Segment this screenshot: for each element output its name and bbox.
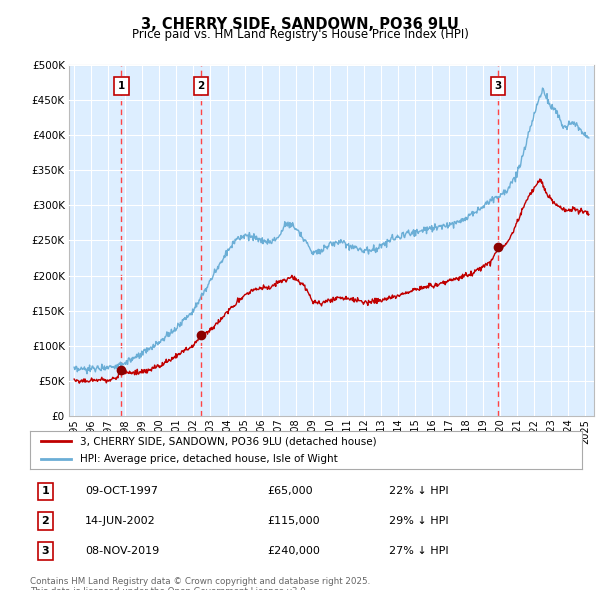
Text: 1: 1 bbox=[118, 81, 125, 91]
Text: 2: 2 bbox=[41, 516, 49, 526]
Text: 3: 3 bbox=[41, 546, 49, 556]
Text: Contains HM Land Registry data © Crown copyright and database right 2025.
This d: Contains HM Land Registry data © Crown c… bbox=[30, 577, 370, 590]
Text: 29% ↓ HPI: 29% ↓ HPI bbox=[389, 516, 448, 526]
Text: 22% ↓ HPI: 22% ↓ HPI bbox=[389, 486, 448, 496]
Text: 1: 1 bbox=[41, 486, 49, 496]
Text: 3, CHERRY SIDE, SANDOWN, PO36 9LU (detached house): 3, CHERRY SIDE, SANDOWN, PO36 9LU (detac… bbox=[80, 436, 376, 446]
Text: 3: 3 bbox=[494, 81, 502, 91]
Text: 2: 2 bbox=[197, 81, 205, 91]
Text: £240,000: £240,000 bbox=[268, 546, 320, 556]
Text: 08-NOV-2019: 08-NOV-2019 bbox=[85, 546, 160, 556]
Text: 27% ↓ HPI: 27% ↓ HPI bbox=[389, 546, 448, 556]
Text: £115,000: £115,000 bbox=[268, 516, 320, 526]
Text: HPI: Average price, detached house, Isle of Wight: HPI: Average price, detached house, Isle… bbox=[80, 454, 337, 464]
Text: 09-OCT-1997: 09-OCT-1997 bbox=[85, 486, 158, 496]
Text: 14-JUN-2002: 14-JUN-2002 bbox=[85, 516, 156, 526]
Text: 3, CHERRY SIDE, SANDOWN, PO36 9LU: 3, CHERRY SIDE, SANDOWN, PO36 9LU bbox=[141, 17, 459, 31]
Text: Price paid vs. HM Land Registry's House Price Index (HPI): Price paid vs. HM Land Registry's House … bbox=[131, 28, 469, 41]
Text: £65,000: £65,000 bbox=[268, 486, 313, 496]
